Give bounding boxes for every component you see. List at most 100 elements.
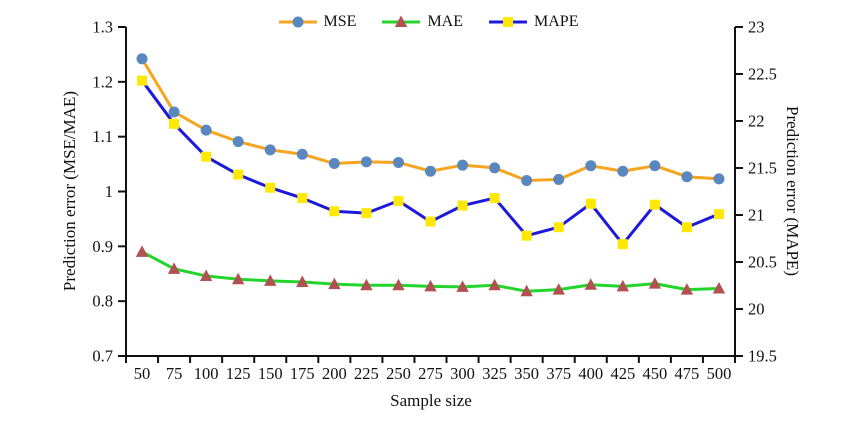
mse-marker (360, 156, 372, 168)
left-axis-tick-label: 0.8 (92, 292, 113, 311)
x-axis-title: Sample size (390, 391, 472, 410)
legend-label-mae: MAE (427, 13, 464, 30)
mse-marker (489, 162, 501, 174)
x-axis-tick-label: 100 (194, 364, 219, 383)
left-axis-tick-label: 1.2 (92, 72, 113, 91)
left-axis-tick-label: 1 (105, 182, 113, 201)
mse-marker (296, 148, 308, 160)
mape-square-marker-icon (503, 17, 514, 27)
mape-marker (617, 239, 628, 250)
x-axis-tick-label: 225 (354, 364, 379, 383)
x-axis-tick-label: 350 (514, 364, 539, 383)
mape-marker (169, 118, 180, 129)
mape-marker (393, 195, 404, 206)
mae-marker (424, 279, 437, 292)
mape-marker (681, 222, 692, 233)
mae-marker (135, 245, 149, 257)
mape-marker (649, 199, 660, 210)
x-axis-tick-label: 450 (642, 364, 667, 383)
mape-marker (137, 75, 148, 86)
x-axis-tick-label: 500 (707, 364, 732, 383)
left-axis-tick-label: 0.7 (92, 347, 113, 366)
mae-marker (712, 282, 726, 294)
mae-marker (328, 277, 341, 290)
mse-marker (457, 159, 469, 171)
mse-marker (328, 158, 340, 170)
left-axis-tick-label: 0.9 (92, 237, 113, 256)
mse-marker (264, 144, 276, 156)
legend-label-mape: MAPE (534, 13, 579, 30)
x-axis-tick-label: 200 (322, 364, 347, 383)
x-axis-tick-label: 300 (450, 364, 475, 383)
x-axis-tick-label: 425 (610, 364, 635, 383)
mse-marker (521, 175, 533, 187)
mse-circle-marker-icon (292, 16, 304, 28)
x-axis-tick-label: 400 (578, 364, 603, 383)
mae-marker (264, 274, 277, 286)
mae-marker (584, 278, 597, 290)
mae-legend-sample (382, 15, 421, 27)
mape-marker (713, 209, 724, 220)
right-axis-title: Prediction error (MAPE) (783, 106, 802, 276)
mse-marker (585, 160, 597, 172)
mae-marker (360, 278, 373, 291)
mae-marker (199, 269, 213, 281)
mae-marker (456, 280, 469, 292)
mse-marker (136, 53, 148, 65)
series-mae (135, 245, 726, 297)
mape-marker (329, 206, 340, 217)
mse-marker (681, 171, 693, 183)
mse-marker (425, 165, 436, 177)
mape-marker (585, 198, 596, 209)
left-axis-title: Prediction error (MSE/MAE) (60, 90, 79, 292)
series-mape (137, 75, 724, 250)
right-axis-tick-label: 20 (748, 300, 765, 319)
mae-marker (167, 262, 181, 274)
mse-marker (392, 156, 404, 168)
left-axis-tick-label: 1.1 (92, 127, 113, 146)
x-axis-tick-label: 250 (386, 364, 411, 383)
mape-marker (489, 193, 500, 204)
right-axis-tick-label: 23 (748, 18, 765, 37)
mape-marker (361, 208, 372, 219)
mae-marker (231, 272, 245, 285)
series-mse (136, 53, 725, 187)
mape-marker (297, 193, 308, 204)
x-axis-tick-label: 150 (258, 364, 283, 383)
mae-marker (680, 283, 694, 295)
mape-marker (425, 216, 436, 227)
right-axis-tick-label: 19.5 (748, 347, 777, 366)
mape-marker (553, 222, 564, 233)
left-axis-tick-label: 1.3 (92, 18, 113, 37)
mse-marker (649, 160, 661, 172)
mae-marker (296, 275, 309, 287)
chart-legend: MSE MAE MAPE (278, 13, 578, 31)
mse-legend-sample (278, 16, 317, 28)
mse-marker (713, 173, 725, 185)
x-axis-tick-label: 50 (134, 364, 151, 383)
mape-marker (201, 151, 212, 162)
right-axis-tick-label: 21 (748, 206, 765, 225)
legend-item-mape: MAPE (489, 13, 578, 31)
right-axis-tick-label: 21.5 (748, 159, 777, 178)
mae-marker (552, 283, 565, 295)
mse-marker (200, 124, 212, 136)
mape-marker (265, 182, 276, 193)
mae-marker (392, 278, 405, 291)
mse-marker (168, 106, 180, 118)
x-axis-tick-label: 175 (290, 364, 315, 383)
mape-marker (521, 230, 532, 241)
mape-legend-sample (489, 17, 528, 27)
mse-marker (232, 136, 244, 148)
mae-marker (648, 277, 662, 289)
legend-label-mse: MSE (323, 13, 357, 30)
mape-marker (457, 200, 468, 211)
legend-item-mae: MAE (382, 13, 463, 31)
right-axis-tick-label: 20.5 (748, 253, 777, 272)
mae-marker (520, 284, 533, 297)
mae-triangle-marker-icon (395, 15, 408, 27)
right-axis-tick-label: 22 (748, 112, 765, 131)
x-axis-tick-label: 75 (166, 364, 183, 383)
